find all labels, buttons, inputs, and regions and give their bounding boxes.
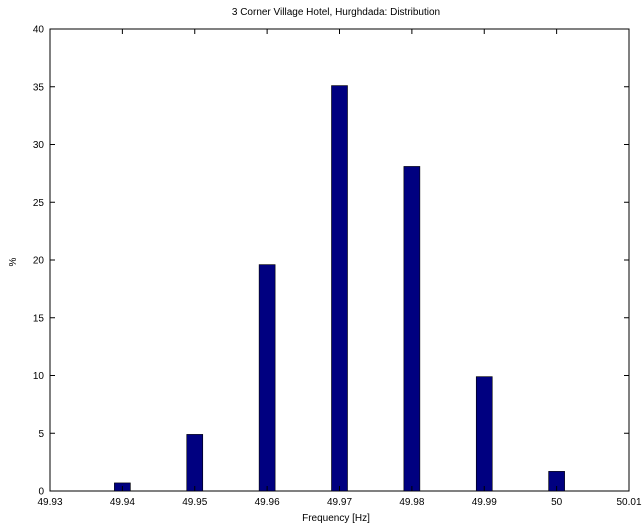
x-tick-label: 49.99 [472, 497, 497, 508]
y-tick-label: 30 [33, 140, 45, 151]
y-axis-label: % [8, 257, 19, 266]
x-tick-label: 49.96 [255, 497, 280, 508]
y-axis-ticks: 0 5 10 15 20 25 30 35 40 [33, 25, 629, 498]
y-tick-label: 10 [33, 371, 45, 382]
x-tick-label: 49.97 [327, 497, 352, 508]
x-tick-label: 49.98 [399, 497, 424, 508]
bar [331, 85, 348, 492]
y-tick-label: 25 [33, 198, 45, 209]
y-tick-label: 0 [38, 487, 44, 498]
bar [475, 376, 493, 492]
y-tick-label: 15 [33, 313, 45, 324]
x-tick-label: 49.94 [110, 497, 135, 508]
y-tick-label: 20 [33, 256, 45, 267]
x-tick-label: 49.95 [182, 497, 207, 508]
y-tick-label: 5 [38, 429, 44, 440]
bars [114, 85, 565, 492]
bar [258, 264, 276, 492]
x-tick-label: 50 [551, 497, 563, 508]
y-tick-label: 40 [33, 25, 45, 36]
x-axis-ticks: 49.93 49.94 49.95 49.96 49.97 49.98 49.99 50 50.… [37, 29, 642, 508]
bar [403, 166, 421, 492]
x-tick-label: 49.93 [37, 497, 62, 508]
chart-title: 3 Corner Village Hotel, Hurghdada: Distr… [232, 7, 440, 18]
y-tick-label: 35 [33, 82, 45, 93]
x-axis-label: Frequency [Hz] [302, 513, 370, 524]
x-tick-label: 50.01 [616, 497, 641, 508]
bar [186, 434, 204, 492]
